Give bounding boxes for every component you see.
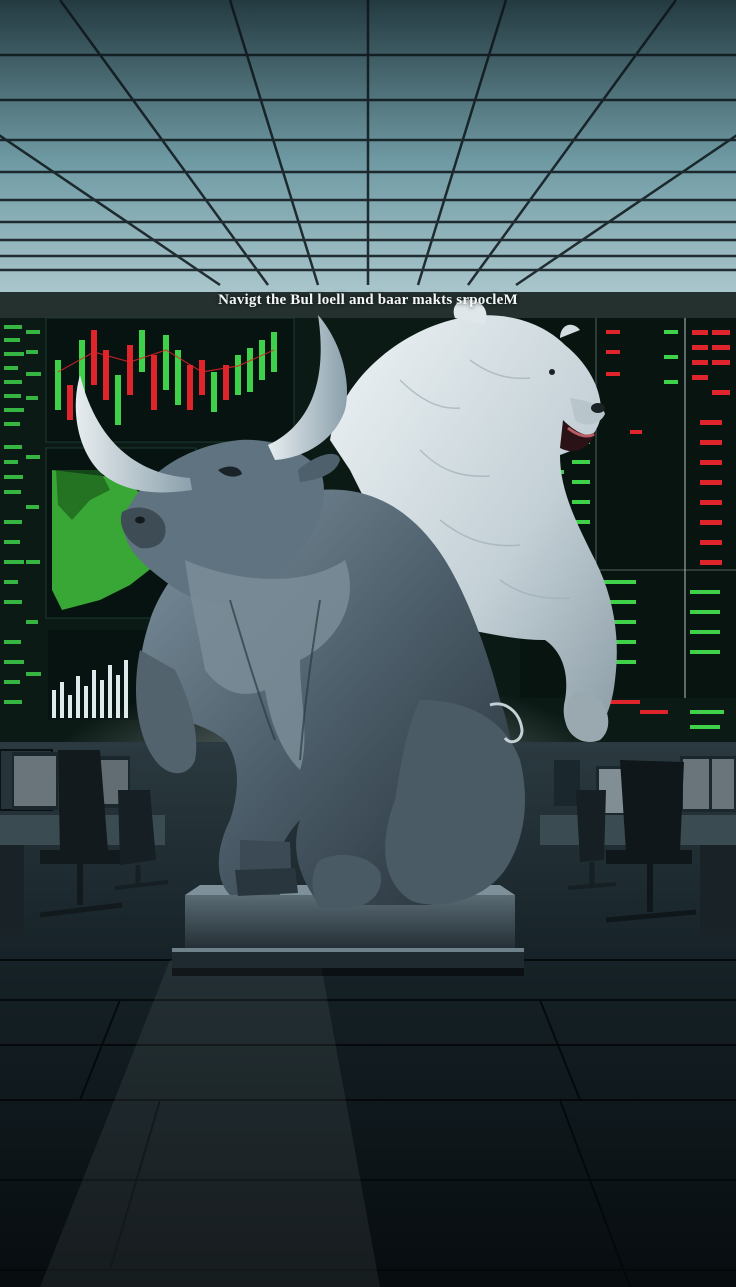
banner-text: Navigt the Bul loell and baar makts srpo… [218,292,518,308]
ceiling-grid [0,0,736,287]
candlestick-chart [45,317,295,443]
bear-statue [330,299,617,743]
ticker-table-left [4,325,41,704]
desk-left [0,749,169,935]
floor-tiles [0,959,736,1287]
desk-right [540,756,736,935]
bull-statue [75,315,525,908]
